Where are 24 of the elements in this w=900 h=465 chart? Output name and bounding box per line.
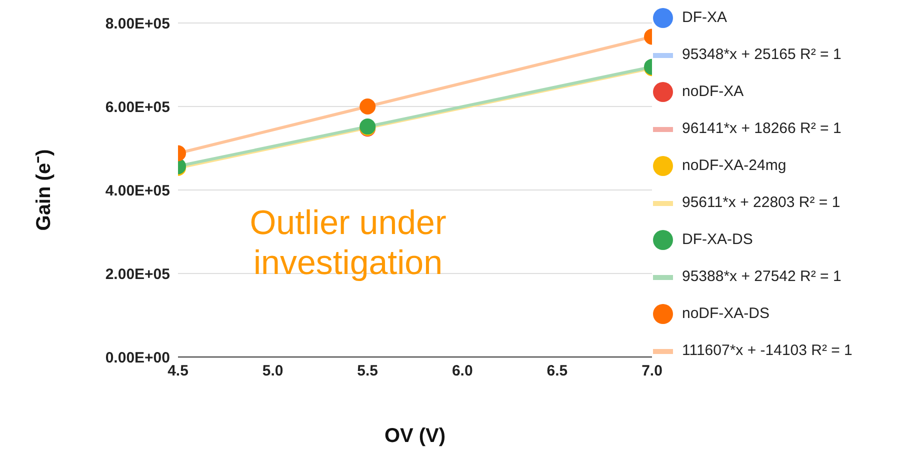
- legend-label: noDF-XA: [682, 82, 744, 102]
- legend-label: 95611*x + 22803 R² = 1: [682, 193, 840, 213]
- y-axis-title: Gain (e⁻): [33, 149, 56, 231]
- legend-label: 95348*x + 25165 R² = 1: [682, 45, 842, 65]
- x-tick-label: 4.5: [168, 362, 188, 380]
- y-tick-label: 2.00E+05: [105, 266, 170, 283]
- legend-label: 111607*x + -14103 R² = 1: [682, 341, 852, 361]
- legend-label: 96141*x + 18266 R² = 1: [682, 119, 842, 139]
- y-tick-label: 4.00E+05: [105, 182, 170, 200]
- legend-label: DF-XA-DS: [682, 230, 753, 250]
- y-tick-label: 6.00E+05: [105, 98, 170, 116]
- legend-label: noDF-XA-24mg: [682, 156, 786, 176]
- x-tick-label: 6.0: [452, 362, 473, 380]
- legend-label: 95388*x + 27542 R² = 1: [682, 267, 842, 287]
- y-tick-label: 8.00E+05: [105, 15, 170, 32]
- x-tick-label: 5.0: [262, 362, 284, 380]
- x-tick-label: 6.5: [546, 362, 568, 380]
- x-axis-title: OV (V): [384, 425, 446, 447]
- legend-label: noDF-XA-DS: [682, 304, 770, 324]
- legend-label: DF-XA: [682, 8, 727, 28]
- x-tick-label: 7.0: [642, 362, 662, 380]
- annotation: Outlier under investigation: [248, 203, 448, 283]
- y-tick-label: 0.00E+00: [105, 349, 170, 366]
- x-tick-label: 5.5: [357, 362, 378, 380]
